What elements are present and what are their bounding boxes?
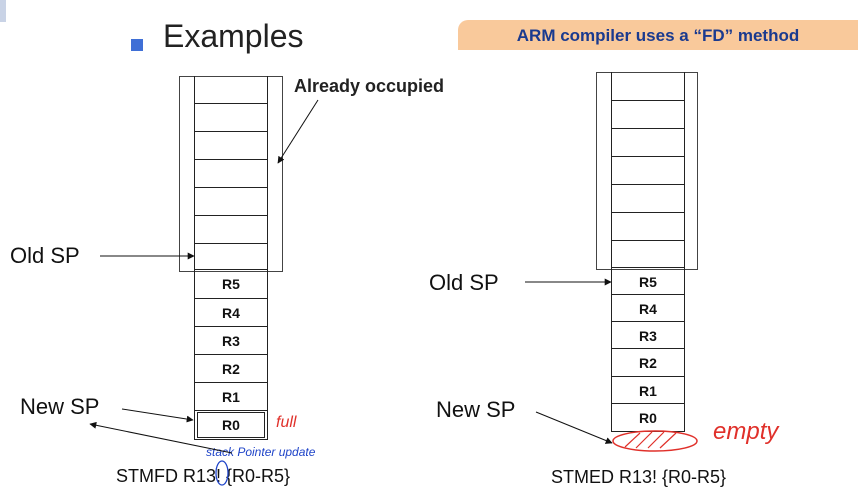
- right-occupied-frame: [596, 72, 698, 270]
- stack-cell: [612, 213, 684, 241]
- occupied-pointer-arrow: [277, 99, 319, 164]
- stack-cell: [612, 101, 684, 129]
- stack-cell: [612, 72, 684, 101]
- right-stack: R5 R4 R3 R2 R1 R0: [611, 72, 685, 432]
- full-handwritten-note: full: [276, 414, 297, 431]
- left-r0-inner-box: [197, 412, 265, 438]
- bullet-square-icon: [131, 39, 143, 51]
- stack-pointer-update-note: stack Pointer update: [206, 445, 316, 459]
- empty-slot-hatching: [624, 431, 677, 449]
- stack-cell: [612, 129, 684, 157]
- right-new-sp-label: New SP: [436, 397, 516, 422]
- right-old-sp-label: Old SP: [429, 270, 499, 295]
- stack-cell: [195, 76, 267, 104]
- stack-register-r3: R3: [612, 322, 684, 349]
- left-new-sp-arrow: [121, 408, 194, 423]
- slide-heading: Examples: [163, 18, 304, 54]
- stack-cell: [612, 157, 684, 185]
- stack-cell: [195, 160, 267, 188]
- callout-text: ARM compiler uses a “FD” method: [516, 26, 800, 45]
- stack-register-r4: R4: [195, 299, 267, 327]
- callout-box: ARM compiler uses a “FD” method: [458, 20, 858, 50]
- stack-register-r1: R1: [195, 383, 267, 411]
- right-instruction: STMED R13! {R0-R5}: [551, 467, 727, 487]
- stack-register-r2: R2: [612, 349, 684, 377]
- stack-register-r2: R2: [195, 355, 267, 383]
- stack-cell: [195, 132, 267, 160]
- stack-cell: [195, 188, 267, 216]
- left-old-sp-label: Old SP: [10, 243, 80, 268]
- stack-cell: [195, 244, 267, 270]
- stack-register-r3: R3: [195, 327, 267, 355]
- stack-register-r0: R0: [195, 411, 267, 440]
- empty-slot-scribble: [612, 430, 698, 452]
- stack-cell: [612, 185, 684, 213]
- slide-corner-accent: [0, 0, 6, 22]
- stack-cell: [612, 241, 684, 268]
- right-new-sp-arrow: [535, 411, 613, 444]
- left-new-sp-label: New SP: [20, 394, 100, 419]
- stack-cell: [195, 216, 267, 244]
- left-instruction: STMFD R13! {R0-R5}: [116, 466, 291, 486]
- stack-register-r5: R5: [612, 268, 684, 295]
- already-occupied-label: Already occupied: [294, 76, 445, 96]
- stack-cell: [195, 104, 267, 132]
- stack-register-r4: R4: [612, 295, 684, 322]
- left-occupied-frame: [179, 76, 283, 272]
- empty-handwritten-note: empty: [713, 418, 779, 445]
- stack-register-r5: R5: [195, 270, 267, 299]
- writeback-circle: [215, 460, 229, 486]
- left-update-arrow: [89, 421, 233, 454]
- stack-register-r1: R1: [612, 377, 684, 404]
